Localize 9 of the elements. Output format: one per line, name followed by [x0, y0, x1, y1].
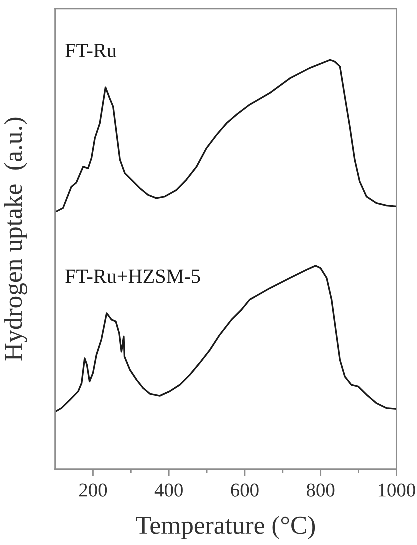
y-axis-title: Hydrogen uptake (a.u.) [4, 118, 28, 361]
x-tick-label: 600 [231, 484, 259, 497]
x-tick-label: 200 [80, 484, 108, 497]
x-axis-title: Temperature (°C) [136, 516, 316, 540]
series-label: FT-Ru [66, 44, 117, 58]
x-tick-label: 800 [306, 484, 335, 497]
x-tick-label: 1000 [378, 484, 416, 497]
x-tick-label: 400 [154, 484, 183, 497]
text: FT-Ru+HZSM-5 [66, 270, 200, 284]
